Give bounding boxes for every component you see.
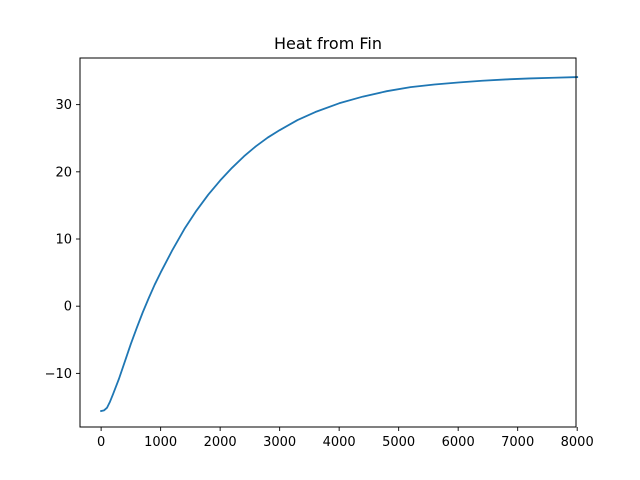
y-tick-label: 20 [55,165,72,180]
x-tick-label: 3000 [263,435,296,450]
y-tick-label: 30 [55,98,72,113]
x-tick-label: 5000 [382,435,415,450]
y-axis: −10 0 10 20 30 [45,98,80,382]
y-tick-label: 10 [55,233,72,248]
x-tick-label: 6000 [442,435,475,450]
series-line-0 [100,76,579,413]
x-tick-label: 1000 [144,435,177,450]
x-axis: 0 1000 2000 3000 4000 5000 6000 7000 8000 [97,427,594,450]
y-tick-label: −10 [45,367,72,382]
plot-area [100,76,579,413]
x-tick-label: 2000 [204,435,237,450]
x-tick-label: 0 [97,435,105,450]
y-tick-label: 0 [64,300,72,315]
x-tick-label: 4000 [323,435,356,450]
x-tick-label: 8000 [561,435,594,450]
axes-frame [79,57,577,428]
x-tick-label: 7000 [501,435,534,450]
chart-title: Heat from Fin [274,34,382,53]
